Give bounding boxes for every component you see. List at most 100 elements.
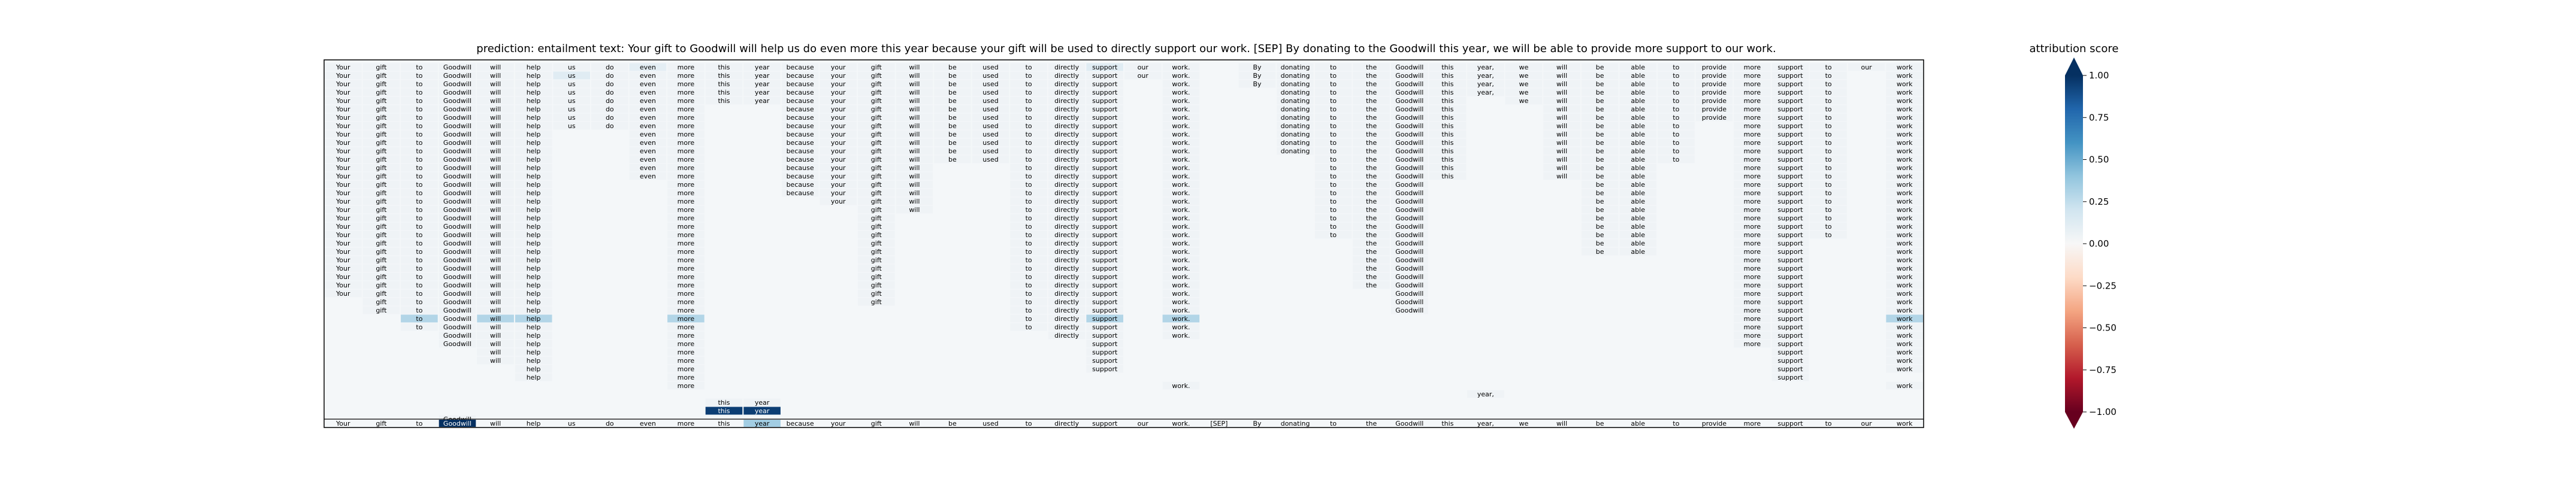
- heatmap-cell-label: more: [678, 63, 695, 71]
- heatmap-cell: [1619, 214, 1656, 222]
- heatmap-cell-label: Goodwill: [1395, 240, 1423, 247]
- heatmap-cell: [1810, 96, 1847, 105]
- heatmap-cell: [858, 80, 895, 88]
- heatmap-cell: [1543, 130, 1580, 138]
- heatmap-cell-label: Goodwill: [443, 189, 471, 197]
- heatmap-cell-label: us: [568, 105, 576, 113]
- axis-token-label: do: [606, 420, 614, 428]
- heatmap-cell-label: directly: [1054, 240, 1080, 247]
- heatmap-cell-label: will: [490, 348, 501, 356]
- heatmap-cell: [896, 63, 933, 71]
- heatmap-cell-label: even: [640, 89, 656, 96]
- heatmap-cell: [401, 205, 438, 214]
- heatmap-cell-label: the: [1366, 164, 1377, 172]
- heatmap-cell: [1353, 147, 1390, 155]
- heatmap-cell-label: to: [1026, 72, 1032, 80]
- heatmap-cell: [743, 88, 781, 96]
- heatmap-cell: [1810, 231, 1847, 239]
- heatmap-cell: [1086, 172, 1123, 180]
- heatmap-cell-label: more: [1744, 273, 1761, 281]
- heatmap-cell-label: support: [1092, 307, 1118, 314]
- heatmap-cell: [781, 88, 819, 96]
- heatmap-cell-label: work.: [1172, 273, 1190, 281]
- heatmap-cell: [705, 71, 743, 80]
- heatmap-cell-label: more: [1744, 72, 1761, 80]
- heatmap-cell-label: work: [1897, 131, 1913, 138]
- heatmap-cell: [1734, 122, 1771, 130]
- heatmap-cell-label: the: [1366, 223, 1377, 231]
- heatmap-cell-label: to: [416, 181, 422, 189]
- heatmap-cell: [1810, 205, 1847, 214]
- heatmap-cell-label: work.: [1172, 80, 1190, 88]
- heatmap-cell-label: support: [1092, 365, 1118, 373]
- heatmap-cell: [515, 80, 552, 88]
- heatmap-cell: [1010, 113, 1047, 122]
- heatmap-cell: [820, 147, 857, 155]
- heatmap-cell-label: able: [1631, 105, 1645, 113]
- heatmap-cell: [1353, 189, 1390, 197]
- heatmap-cell-label: support: [1777, 97, 1803, 105]
- heatmap-cell: [439, 138, 476, 147]
- heatmap-cell: [477, 63, 514, 71]
- heatmap-cell-label: will: [909, 131, 920, 138]
- heatmap-cell-label: gift: [376, 206, 387, 214]
- heatmap-cell: [477, 105, 514, 113]
- heatmap-cell-label: even: [640, 156, 656, 163]
- axis-token-label: us: [568, 420, 576, 428]
- heatmap-cell-label: able: [1631, 206, 1645, 214]
- heatmap-cell-label: directly: [1054, 156, 1080, 163]
- heatmap-cell: [1810, 197, 1847, 205]
- heatmap-cell-label: support: [1777, 240, 1803, 247]
- heatmap-cell: [325, 71, 362, 80]
- heatmap-cell: [1086, 264, 1123, 272]
- heatmap-cell: [439, 289, 476, 298]
- heatmap-cell: [401, 80, 438, 88]
- heatmap-cell: [325, 281, 362, 289]
- heatmap-cell: [1353, 163, 1390, 172]
- heatmap-cell-label: do: [606, 122, 614, 130]
- heatmap-cell: [1734, 189, 1771, 197]
- heatmap-cell-label: support: [1777, 365, 1803, 373]
- heatmap-cell-label: do: [606, 114, 614, 122]
- heatmap-cell-label: to: [1825, 198, 1832, 205]
- heatmap-cell-label: more: [1744, 63, 1761, 71]
- heatmap-cell: [1886, 138, 1923, 147]
- heatmap-cell-label: because: [787, 72, 814, 80]
- heatmap-cell-label: this: [1441, 114, 1453, 122]
- heatmap-cell-label: able: [1631, 156, 1645, 163]
- heatmap-cell: [401, 239, 438, 247]
- heatmap-cell: [743, 71, 781, 80]
- heatmap-cell-label: to: [416, 72, 422, 80]
- heatmap-cell: [362, 239, 400, 247]
- heatmap-cell-label: more: [678, 290, 695, 298]
- heatmap-cell-label: the: [1366, 273, 1377, 281]
- heatmap-cell: [439, 197, 476, 205]
- heatmap-cell: [1771, 88, 1809, 96]
- heatmap-cell-label: more: [678, 214, 695, 222]
- heatmap-cell: [1353, 113, 1390, 122]
- heatmap-cell: [1505, 63, 1543, 71]
- axis-token-label: the: [1366, 420, 1377, 428]
- heatmap-cell: [401, 222, 438, 231]
- heatmap-cell: [515, 256, 552, 264]
- heatmap-cell: [781, 189, 819, 197]
- heatmap-cell: [1010, 306, 1047, 314]
- heatmap-cell-label: able: [1631, 147, 1645, 155]
- heatmap-cell-label: more: [678, 72, 695, 80]
- heatmap-cell-label: directly: [1054, 172, 1080, 180]
- heatmap-cell-label: help: [527, 198, 541, 205]
- heatmap-cell-label: support: [1777, 214, 1803, 222]
- heatmap-cell-label: support: [1777, 172, 1803, 180]
- heatmap-cell-label: will: [1556, 156, 1567, 163]
- heatmap-cell-label: to: [416, 198, 422, 205]
- heatmap-cell: [896, 180, 933, 189]
- heatmap-cell: [1353, 138, 1390, 147]
- heatmap-cell-label: work: [1897, 105, 1913, 113]
- heatmap-cell: [1277, 71, 1314, 80]
- heatmap-cell-label: Your: [335, 223, 350, 231]
- heatmap-cell: [553, 71, 590, 80]
- heatmap-cell-label: support: [1777, 156, 1803, 163]
- heatmap-cell: [439, 239, 476, 247]
- heatmap-cell: [705, 96, 743, 105]
- heatmap-cell-label: Your: [335, 281, 350, 289]
